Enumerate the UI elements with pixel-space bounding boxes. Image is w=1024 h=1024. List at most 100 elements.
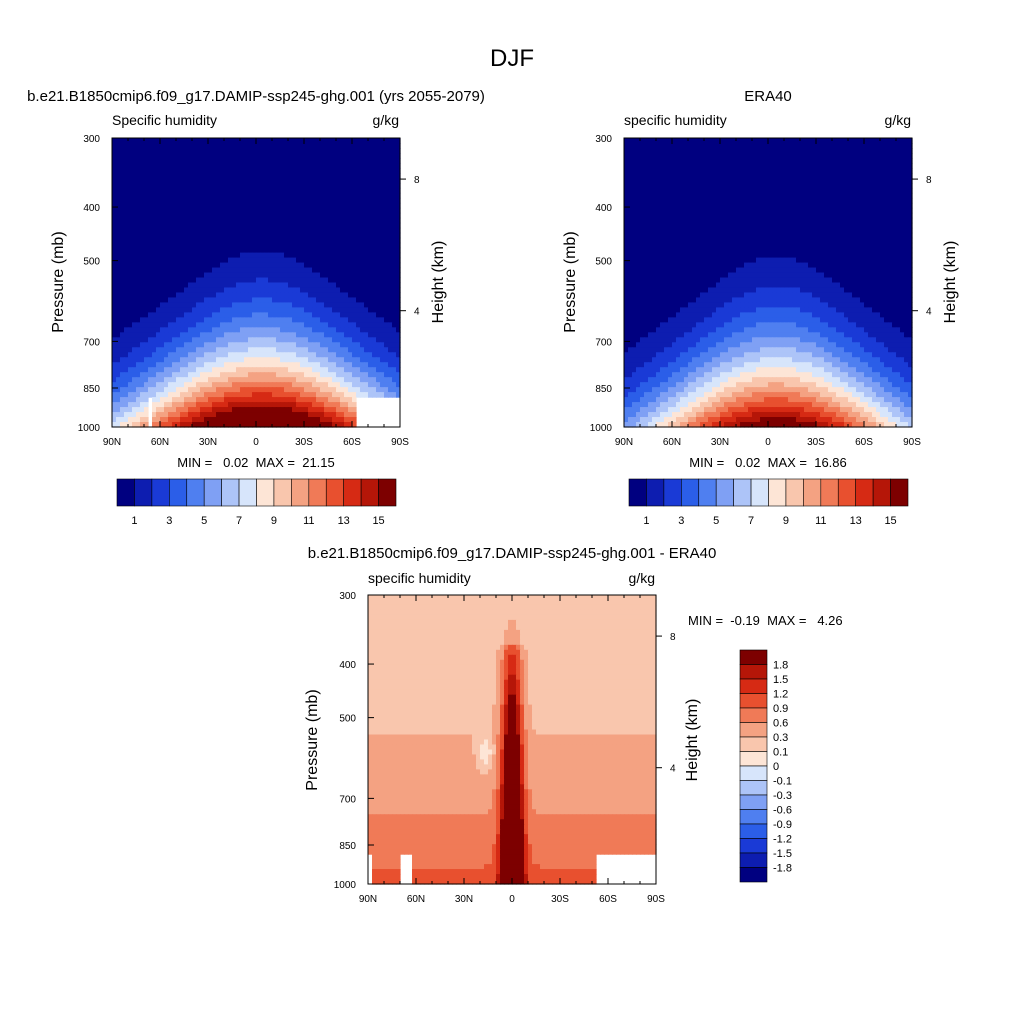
contour-cell [224,277,229,284]
contour-cell [632,142,637,149]
contour-cell [348,242,353,249]
contour-cell [160,312,165,318]
contour-cell [320,387,325,393]
contour-cell [232,392,237,398]
contour-cell [244,217,249,224]
contour-cell [172,222,177,229]
contour-cell [344,377,349,383]
contour-cell [292,282,297,289]
contour-cell [252,352,257,358]
contour-cell [236,302,241,309]
contour-cell [244,382,249,388]
contour-cell [640,182,645,189]
contour-cell [320,212,325,219]
contour-cell [364,172,369,179]
contour-cell [668,187,673,194]
contour-cell [176,377,181,383]
contour-cell [204,242,209,249]
colorbar-swatch [186,478,205,507]
contour-cell [292,162,297,169]
contour-cell [224,157,229,164]
contour-cell [328,422,333,428]
contour-cell [788,167,793,174]
contour-cell [372,187,377,194]
contour-cell [200,312,205,318]
contour-cell [236,352,241,358]
contour-cell [156,332,161,338]
x-tick-label: 0 [253,437,259,448]
contour-cell [136,412,141,418]
contour-cell [356,352,361,358]
contour-cell [244,187,249,194]
contour-cell [224,232,229,239]
contour-cell [204,367,209,373]
contour-cell [304,212,309,219]
contour-cell [252,147,257,154]
contour-cell [216,402,221,408]
contour-cell [628,187,633,194]
contour-cell [364,357,369,363]
contour-cell [288,372,293,378]
contour-cell [272,262,277,269]
contour-cell [284,287,289,294]
contour-cell [704,147,709,154]
contour-cell [360,282,365,289]
contour-cell [824,172,829,179]
contour-cell [152,167,157,174]
contour-cell [308,157,313,164]
contour-cell [388,392,393,398]
contour-cell [196,317,201,323]
contour-cell [756,147,761,154]
contour-cell [276,247,281,254]
contour-cell [340,177,345,184]
contour-cell [340,232,345,239]
contour-cell [308,187,313,194]
contour-cell [248,312,253,318]
contour-cell [160,217,165,224]
contour-cell [812,138,817,144]
contour-cell [352,262,357,269]
contour-cell [248,138,253,144]
contour-cell [224,202,229,209]
contour-cell [284,382,289,388]
contour-cell [144,257,149,264]
contour-cell [328,317,333,323]
contour-cell [352,272,357,279]
contour-cell [308,232,313,239]
contour-cell [316,342,321,348]
contour-cell [876,162,881,169]
contour-cell [384,212,389,219]
contour-cell [268,317,273,323]
contour-cell [360,232,365,239]
contour-cell [148,207,153,214]
contour-cell [784,172,789,179]
contour-cell [244,192,249,199]
contour-cell [268,337,273,343]
contour-cell [380,272,385,279]
contour-cell [288,167,293,174]
contour-cell [768,182,773,189]
contour-cell [112,252,117,259]
contour-cell [320,342,325,348]
contour-cell [664,177,669,184]
contour-cell [688,167,693,174]
contour-cell [652,152,657,159]
contour-cell [156,342,161,348]
contour-cell [232,347,237,353]
contour-cell [380,287,385,294]
contour-cell [124,202,129,209]
contour-cell [240,152,245,159]
contour-cell [352,297,357,304]
contour-cell [144,372,149,378]
contour-cell [328,237,333,244]
contour-cell [208,407,213,413]
contour-cell [724,187,729,194]
contour-cell [348,192,353,199]
contour-cell [852,152,857,159]
contour-cell [368,262,373,269]
contour-cell [168,397,173,403]
contour-cell [320,147,325,154]
contour-cell [344,162,349,169]
contour-cell [396,182,401,189]
contour-cell [676,152,681,159]
